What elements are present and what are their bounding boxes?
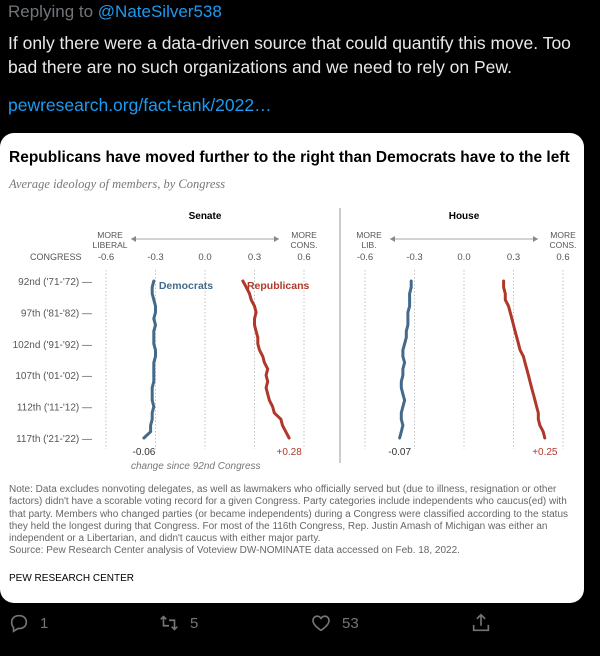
note-text: Note: Data excludes nonvoting delegates,… (9, 484, 569, 545)
pew-brand: PEW RESEARCH CENTER (9, 573, 135, 584)
change-value-label: +0.25 (532, 447, 558, 458)
like-button[interactable]: 53 (310, 612, 359, 634)
chart-subtitle: Average ideology of members, by Congress (9, 177, 226, 191)
more-conservative-label: MORE (291, 230, 317, 240)
replying-to-line: Replying to @NateSilver538 (8, 2, 222, 22)
series-line-republicans (241, 279, 291, 440)
heart-icon (312, 615, 330, 632)
panel-title: House (449, 211, 480, 222)
congress-label: 107th ('01-'02) — (15, 371, 92, 382)
x-tick-label: 0.3 (507, 252, 520, 263)
reply-count: 1 (40, 614, 49, 632)
congress-label: 92nd ('71-'72) — (18, 277, 92, 288)
share-icon (472, 613, 490, 632)
x-tick-label: 0.6 (297, 252, 310, 263)
congress-label: 97th ('81-'82) — (21, 308, 92, 319)
panel-title: Senate (189, 211, 222, 222)
more-conservative-label: MORE (550, 230, 576, 240)
x-tick-label: 0.0 (457, 252, 470, 263)
change-value-label: -0.06 (133, 447, 156, 458)
x-tick-label: 0.6 (556, 252, 569, 263)
arrow-head-left (390, 236, 395, 242)
replying-to-prefix: Replying to (8, 2, 98, 21)
series-line-republicans (502, 279, 547, 440)
retweet-button[interactable]: 5 (158, 612, 198, 634)
x-tick-label: -0.3 (406, 252, 422, 263)
x-tick-label: 0.0 (198, 252, 211, 263)
chart-note: Note: Data excludes nonvoting delegates,… (9, 484, 579, 558)
more-liberal-label: LIBERAL (93, 240, 128, 250)
retweet-count: 5 (190, 614, 199, 632)
series-label-republicans: Republicans (247, 280, 310, 292)
tweet-text: If only there were a data-driven source … (8, 33, 571, 77)
series-line-democrats (142, 279, 157, 440)
x-tick-label: 0.3 (248, 252, 261, 263)
x-tick-label: -0.3 (147, 252, 163, 263)
source-text: Source: Pew Research Center analysis of … (9, 545, 460, 557)
replying-to-handle[interactable]: @NateSilver538 (97, 2, 222, 21)
congress-label: 112th ('11-'12) — (17, 403, 92, 414)
more-conservative-label: CONS. (291, 240, 318, 250)
ideology-chart: CONGRESS 92nd ('71-'72) — 97th ('81-'82) —… (13, 208, 577, 472)
article-link[interactable]: pewresearch.org/fact-tank/2022… (8, 95, 272, 115)
change-caption: change since 92nd Congress (131, 461, 261, 472)
arrow-head-right (274, 236, 279, 242)
congress-label: 117th ('21-'22) — (16, 434, 92, 445)
arrow-head-right (533, 236, 538, 242)
like-count: 53 (342, 614, 359, 632)
series-label-democrats: Democrats (159, 280, 213, 292)
chart-title: Republicans have moved further to the ri… (9, 149, 570, 166)
embedded-chart-image[interactable]: Republicans have moved further to the ri… (0, 133, 584, 603)
change-value-label: +0.28 (276, 447, 302, 458)
x-tick-label: -0.6 (357, 252, 373, 263)
tweet-actions: 1 5 53 (0, 612, 600, 652)
more-liberal-label: MORE (356, 230, 382, 240)
change-value-label: -0.07 (388, 447, 411, 458)
congress-label: 102nd ('91-'92) — (13, 340, 92, 351)
reply-button[interactable]: 1 (8, 612, 48, 634)
retweet-icon (160, 615, 178, 631)
share-button[interactable] (470, 612, 492, 634)
arrow-head-left (131, 236, 136, 242)
more-liberal-label: MORE (97, 230, 123, 240)
reply-icon (10, 614, 28, 633)
more-conservative-label: CONS. (550, 240, 577, 250)
more-liberal-label: LIB. (361, 240, 376, 250)
series-line-democrats (398, 279, 413, 440)
x-tick-label: -0.6 (98, 252, 114, 263)
congress-header: CONGRESS (30, 252, 82, 262)
